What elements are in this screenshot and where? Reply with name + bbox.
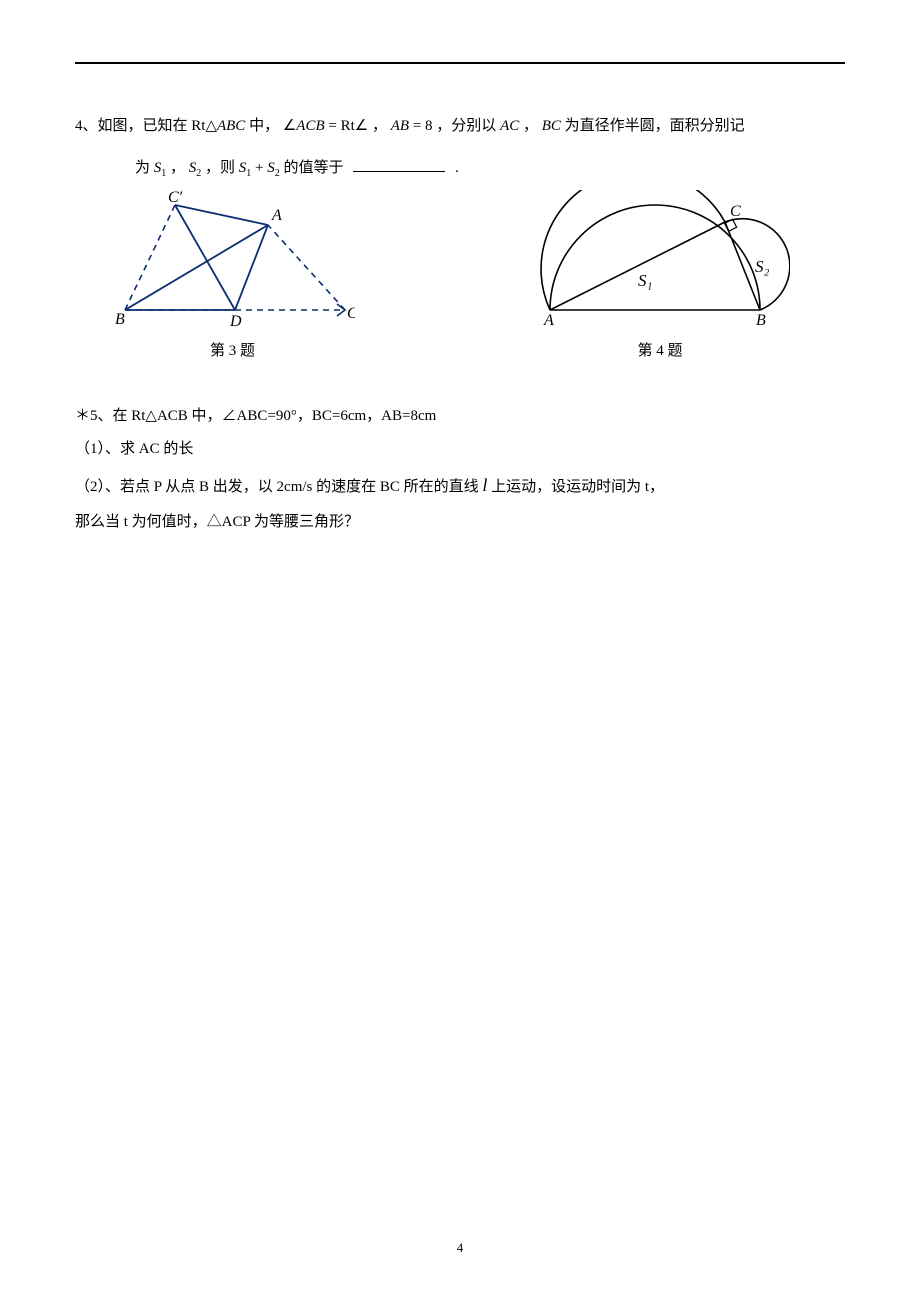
q4-c2: ，	[523, 118, 538, 134]
fig4-B: B	[756, 312, 766, 329]
q4-c3: ，	[170, 160, 185, 176]
q4-angle: ∠	[283, 118, 296, 134]
fig3-caption: 第 3 题	[110, 339, 355, 360]
q4-acb: ACB	[296, 118, 324, 134]
fig3-B: B	[115, 311, 125, 328]
q4-rt: Rt△	[191, 118, 217, 134]
q4-l2pre: 为	[135, 160, 154, 176]
page-number: 4	[0, 1240, 920, 1256]
q5-block: ＊5、在 Rt△ACB 中，∠ABC=90°，BC=6cm，AB=8cm （1）…	[75, 400, 845, 539]
fig4-svg: A B C S₁ S₂	[530, 190, 790, 330]
q4-sep: ，分别以	[436, 118, 500, 134]
q4-plus: +	[255, 160, 263, 176]
q5-l4: 那么当 t 为何值时，△ACP 为等腰三角形？	[75, 506, 845, 539]
page: 4、如图，已知在 Rt△ABC 中， ∠ACB = Rt∠ ， AB = 8 ，…	[0, 0, 920, 1302]
q4-tail2: 的值等于	[284, 160, 344, 176]
q5-l3b: 上运动，设运动时间为 t，	[487, 479, 664, 495]
q4-sub1b: 1	[246, 168, 251, 179]
fig3-Cp: C′	[168, 190, 183, 206]
fig3-C: C	[347, 305, 355, 322]
fig3-D: D	[229, 313, 242, 330]
q4-ze: ，则	[205, 160, 239, 176]
q4-zhong: 中，	[249, 118, 279, 134]
q5-l3: （2）、若点 P 从点 B 出发，以 2cm/s 的速度在 BC 所在的直线 l…	[75, 466, 845, 506]
q4-sub1: 1	[161, 168, 166, 179]
top-rule	[75, 62, 845, 64]
fig4-A: A	[543, 312, 554, 329]
q4-c1: ，	[372, 118, 387, 134]
fig4-S2: S₂	[755, 257, 770, 276]
q4-blank	[353, 156, 445, 172]
q4-line1: 4、如图，已知在 Rt△ABC 中， ∠ACB = Rt∠ ， AB = 8 ，…	[75, 114, 845, 138]
q5-l2: （1）、求 AC 的长	[75, 433, 845, 466]
fig4-C: C	[730, 203, 741, 220]
figures-row: C′ A B D C 第 3 题	[75, 190, 845, 360]
fig4-box: A B C S₁ S₂ 第 4 题	[530, 190, 790, 360]
q4-eqrt: = Rt∠	[328, 118, 368, 134]
q4-bc: BC	[542, 118, 561, 134]
q4-sub2b: 2	[275, 168, 280, 179]
q4-ab: AB	[391, 118, 409, 134]
fig3-box: C′ A B D C 第 3 题	[110, 190, 355, 360]
q4-prefix: 4、如图，已知在	[75, 118, 191, 134]
q4-s2b: S	[267, 160, 275, 176]
q5-l1: ＊5、在 Rt△ACB 中，∠ABC=90°，BC=6cm，AB=8cm	[75, 400, 845, 433]
q5-l3a: （2）、若点 P 从点 B 出发，以 2cm/s 的速度在 BC 所在的直线	[75, 479, 482, 495]
q4-eq8: = 8	[413, 118, 433, 134]
q4-ac: AC	[500, 118, 519, 134]
fig3-svg: C′ A B D C	[110, 190, 355, 330]
fig3-A: A	[271, 207, 282, 224]
fig4-caption: 第 4 题	[530, 339, 790, 360]
q4-sub2: 2	[196, 168, 201, 179]
q4-line2: 为 S1 ， S2 ，则 S1 + S2 的值等于 .	[135, 156, 845, 182]
q4-abc: ABC	[217, 118, 245, 134]
fig4-S1: S₁	[638, 271, 652, 290]
q4-period: .	[455, 160, 459, 176]
q4-tail: 为直径作半圆，面积分别记	[565, 118, 745, 134]
